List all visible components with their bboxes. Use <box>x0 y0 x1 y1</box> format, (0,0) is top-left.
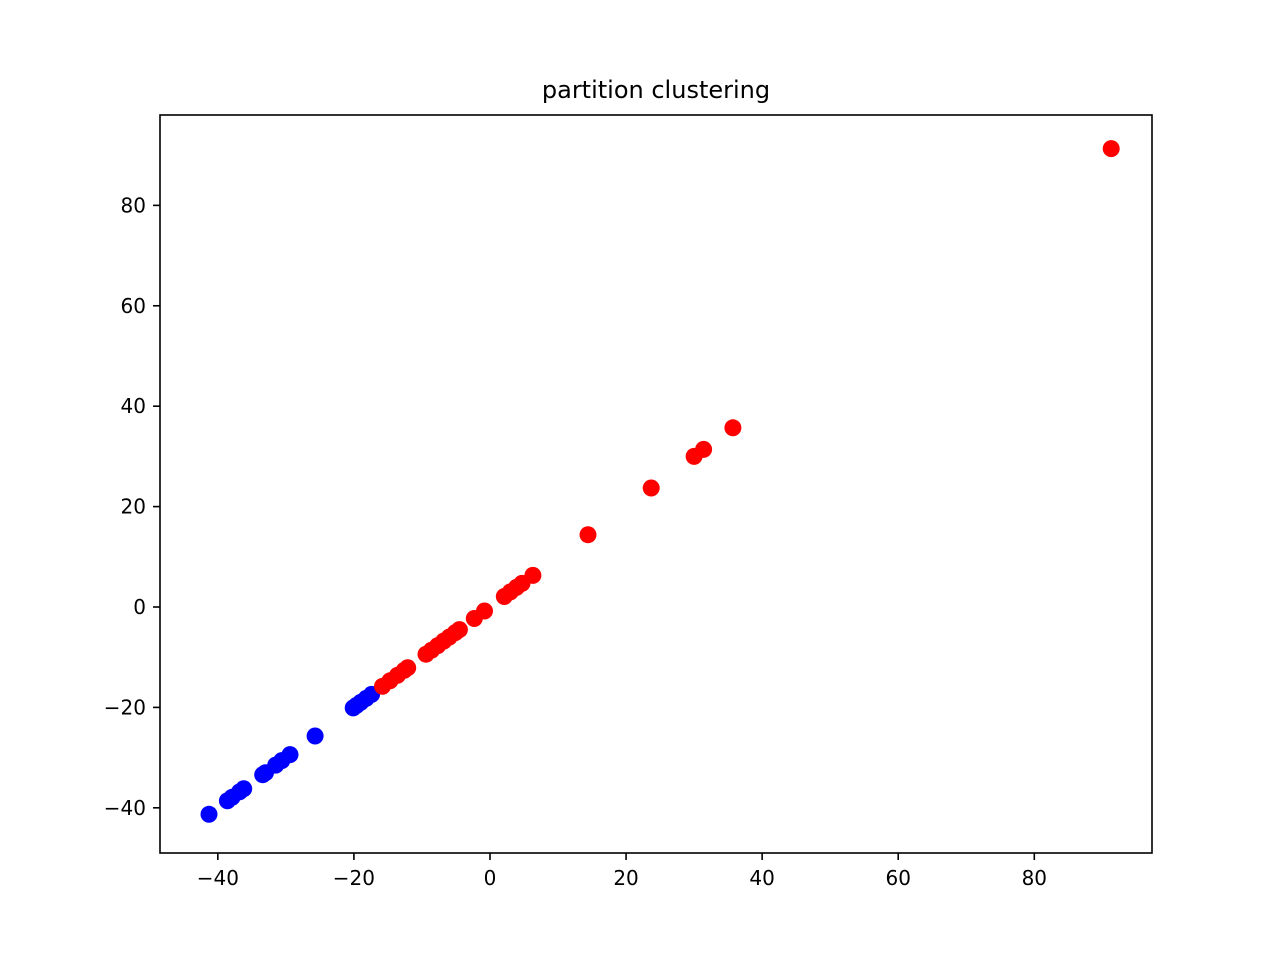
x-tick-label: 40 <box>749 866 774 890</box>
data-point-series1-13 <box>476 602 493 620</box>
y-tick-label: 0 <box>133 595 146 619</box>
x-tick-label: 80 <box>1022 866 1047 890</box>
data-point-series1-11 <box>450 621 468 639</box>
data-point-series1-22 <box>695 440 713 458</box>
y-tick-label: 40 <box>121 394 146 418</box>
y-tick-label: 80 <box>121 193 146 217</box>
data-point-series1-18 <box>524 566 542 584</box>
data-point-series0-4 <box>235 780 253 798</box>
y-tick-label: 60 <box>121 294 146 318</box>
x-axis: −40 −20 0 20 40 60 80 <box>197 853 1047 890</box>
data-point-series1-4 <box>399 659 417 677</box>
y-tick-label: −40 <box>104 796 146 820</box>
points-layer <box>200 140 1120 823</box>
y-tick-label: −20 <box>104 695 146 719</box>
x-tick-label: 0 <box>484 866 497 890</box>
plot-frame <box>159 114 1153 854</box>
x-tick-label: −20 <box>333 866 375 890</box>
data-point-series1-19 <box>579 526 597 544</box>
y-tick-label: 20 <box>121 495 146 519</box>
x-tick-label: 60 <box>885 866 910 890</box>
chart-title: partition clustering <box>542 76 770 104</box>
data-point-series1-23 <box>724 419 742 437</box>
data-point-series1-20 <box>642 479 660 497</box>
data-point-series0-0 <box>200 805 218 823</box>
x-tick-label: −40 <box>197 866 239 890</box>
y-axis: −40 −20 0 20 40 60 80 <box>104 193 160 820</box>
data-point-series1-24 <box>1102 140 1120 158</box>
data-point-series0-9 <box>281 746 299 764</box>
data-point-series0-10 <box>306 727 324 745</box>
x-tick-label: 20 <box>613 866 638 890</box>
